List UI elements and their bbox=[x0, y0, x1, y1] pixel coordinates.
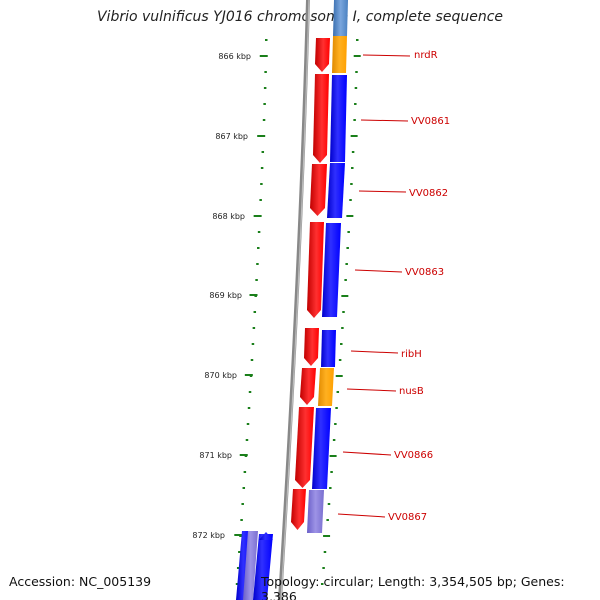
gene-label-connectors bbox=[337, 54, 411, 518]
gene-block-blue bbox=[312, 408, 331, 489]
inner-ruler-ticks bbox=[234, 39, 268, 585]
gene-block-purple bbox=[243, 531, 258, 600]
ruler-label-871: 871 kbp bbox=[199, 451, 232, 460]
gene-block-red bbox=[300, 368, 316, 405]
map-title: Vibrio vulnificus YJ016 chromosome I, co… bbox=[96, 9, 504, 25]
gene-label-VV0862: VV0862 bbox=[409, 188, 448, 199]
accession-text: Accession: NC_005139 bbox=[9, 574, 152, 589]
gene-block-blue bbox=[330, 75, 347, 162]
gene-block-steel bbox=[333, 0, 348, 36]
gene-block-red bbox=[310, 164, 327, 216]
genome-backbone-highlight bbox=[280, 0, 310, 600]
gene-block-blue bbox=[253, 534, 273, 600]
label-connector-line bbox=[342, 451, 392, 456]
label-connector-line bbox=[346, 388, 397, 392]
gene-label-nrdR: nrdR bbox=[414, 50, 438, 61]
ruler-label-867: 867 kbp bbox=[215, 132, 248, 141]
ruler-label-868: 868 kbp bbox=[212, 212, 245, 221]
gene-block-purple bbox=[307, 490, 324, 533]
gene-label-ribH: ribH bbox=[401, 349, 422, 360]
gene-block-red bbox=[304, 328, 319, 366]
ruler-label-870: 870 kbp bbox=[204, 371, 237, 380]
label-connector-line bbox=[362, 54, 411, 57]
gene-block-blue bbox=[322, 223, 341, 317]
genome-stats-text: Topology: circular; Length: 3,354,505 bp… bbox=[261, 574, 565, 600]
gene-block-blue bbox=[327, 163, 345, 218]
gene-features bbox=[236, 0, 348, 600]
label-connector-line bbox=[350, 350, 399, 354]
gene-block-orange bbox=[318, 368, 334, 406]
gene-block-red bbox=[295, 407, 314, 488]
label-connector-line bbox=[354, 269, 403, 273]
label-connector-line bbox=[337, 513, 386, 518]
gene-label-VV0866: VV0866 bbox=[394, 450, 433, 461]
gene-label-VV0861: VV0861 bbox=[411, 116, 450, 127]
gene-label-VV0863: VV0863 bbox=[405, 267, 444, 278]
gene-block-red bbox=[315, 38, 330, 72]
ruler-label-869: 869 kbp bbox=[209, 291, 242, 300]
genome-backbone bbox=[278, 0, 310, 600]
outer-ruler-ticks bbox=[320, 39, 361, 585]
gene-label-nusB: nusB bbox=[399, 386, 424, 397]
gene-block-red bbox=[291, 489, 306, 530]
gene-arrow-tip bbox=[259, 532, 273, 540]
gene-block-orange bbox=[332, 36, 347, 73]
gene-block-blue bbox=[321, 330, 336, 367]
ruler-label-866: 866 kbp bbox=[218, 52, 251, 61]
gene-block-red bbox=[313, 74, 329, 163]
gene-label-VV0867: VV0867 bbox=[388, 512, 427, 523]
ruler-label-872: 872 kbp bbox=[192, 531, 225, 540]
label-connector-line bbox=[358, 190, 407, 193]
label-connector-line bbox=[360, 119, 409, 122]
gene-block-red bbox=[307, 222, 324, 318]
